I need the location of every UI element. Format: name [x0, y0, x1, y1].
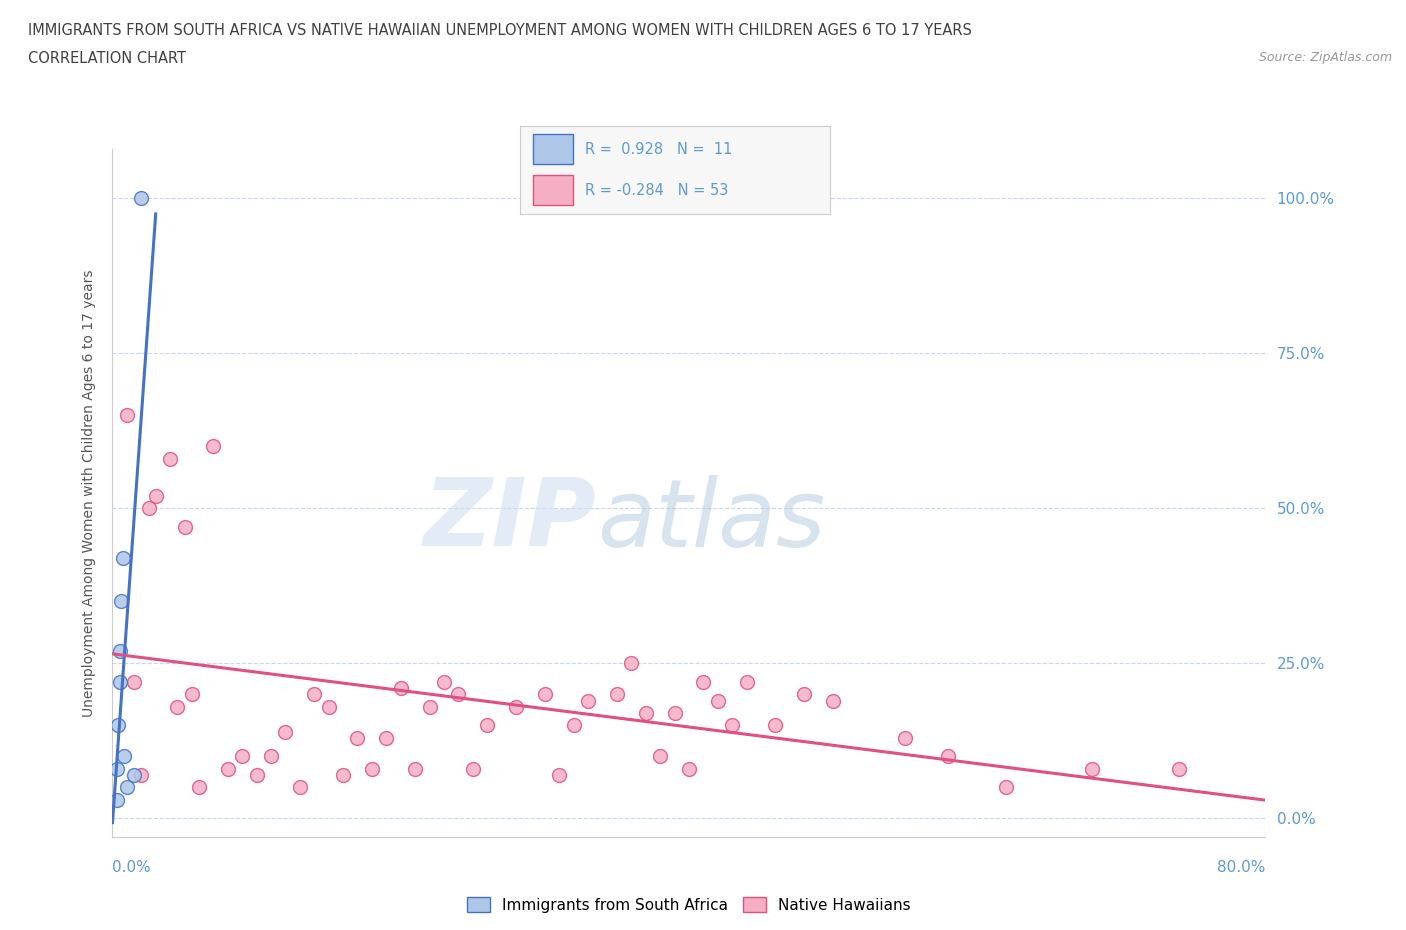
- Point: [145, 488, 167, 503]
- Point: [107, 718, 129, 733]
- Point: [202, 439, 225, 454]
- Point: [332, 767, 354, 782]
- Point: [274, 724, 297, 739]
- Point: [505, 699, 527, 714]
- Point: [735, 674, 758, 689]
- Point: [318, 699, 340, 714]
- Point: [346, 730, 368, 745]
- Point: [461, 762, 484, 777]
- Point: [188, 780, 211, 795]
- Point: [706, 693, 728, 708]
- Point: [548, 767, 571, 782]
- Point: [475, 718, 498, 733]
- Point: [389, 681, 412, 696]
- Text: ZIP: ZIP: [423, 474, 596, 566]
- Point: [620, 656, 643, 671]
- Text: 80.0%: 80.0%: [1218, 860, 1265, 875]
- Text: CORRELATION CHART: CORRELATION CHART: [28, 51, 186, 66]
- Point: [231, 749, 253, 764]
- Point: [447, 687, 470, 702]
- Text: 0.0%: 0.0%: [112, 860, 152, 875]
- Point: [108, 644, 131, 658]
- Point: [419, 699, 441, 714]
- Point: [159, 451, 181, 466]
- Text: Source: ZipAtlas.com: Source: ZipAtlas.com: [1258, 51, 1392, 64]
- Point: [765, 718, 787, 733]
- Point: [360, 762, 382, 777]
- Text: IMMIGRANTS FROM SOUTH AFRICA VS NATIVE HAWAIIAN UNEMPLOYMENT AMONG WOMEN WITH CH: IMMIGRANTS FROM SOUTH AFRICA VS NATIVE H…: [28, 23, 972, 38]
- Point: [562, 718, 585, 733]
- Y-axis label: Unemployment Among Women with Children Ages 6 to 17 years: Unemployment Among Women with Children A…: [82, 269, 96, 717]
- Text: R = -0.284   N = 53: R = -0.284 N = 53: [585, 182, 728, 197]
- Point: [112, 749, 135, 764]
- Point: [821, 693, 844, 708]
- Point: [533, 687, 555, 702]
- Point: [245, 767, 267, 782]
- Point: [936, 749, 959, 764]
- Point: [793, 687, 815, 702]
- Point: [115, 780, 138, 795]
- Point: [692, 674, 714, 689]
- Legend: Immigrants from South Africa, Native Hawaiians: Immigrants from South Africa, Native Haw…: [461, 891, 917, 919]
- Point: [122, 674, 145, 689]
- Point: [894, 730, 917, 745]
- Point: [129, 767, 153, 782]
- Point: [260, 749, 283, 764]
- Point: [105, 762, 128, 777]
- Point: [111, 551, 134, 565]
- Point: [433, 674, 456, 689]
- Point: [678, 762, 700, 777]
- Point: [110, 594, 132, 609]
- Point: [721, 718, 744, 733]
- Point: [173, 520, 195, 535]
- Point: [375, 730, 398, 745]
- Point: [108, 674, 131, 689]
- Point: [1081, 762, 1104, 777]
- Point: [122, 767, 145, 782]
- Point: [664, 706, 686, 721]
- Point: [217, 762, 239, 777]
- Point: [115, 408, 138, 423]
- Text: atlas: atlas: [596, 475, 825, 566]
- Point: [180, 687, 202, 702]
- Point: [304, 687, 326, 702]
- Point: [1167, 762, 1189, 777]
- Text: R =  0.928   N =  11: R = 0.928 N = 11: [585, 142, 733, 157]
- Point: [288, 780, 311, 795]
- Point: [166, 699, 188, 714]
- Point: [105, 792, 128, 807]
- Point: [648, 749, 672, 764]
- Point: [995, 780, 1018, 795]
- Point: [606, 687, 628, 702]
- Point: [129, 191, 153, 206]
- Point: [576, 693, 599, 708]
- Point: [138, 501, 160, 516]
- Bar: [533, 175, 572, 205]
- Point: [634, 706, 657, 721]
- Bar: [533, 135, 572, 165]
- Point: [404, 762, 426, 777]
